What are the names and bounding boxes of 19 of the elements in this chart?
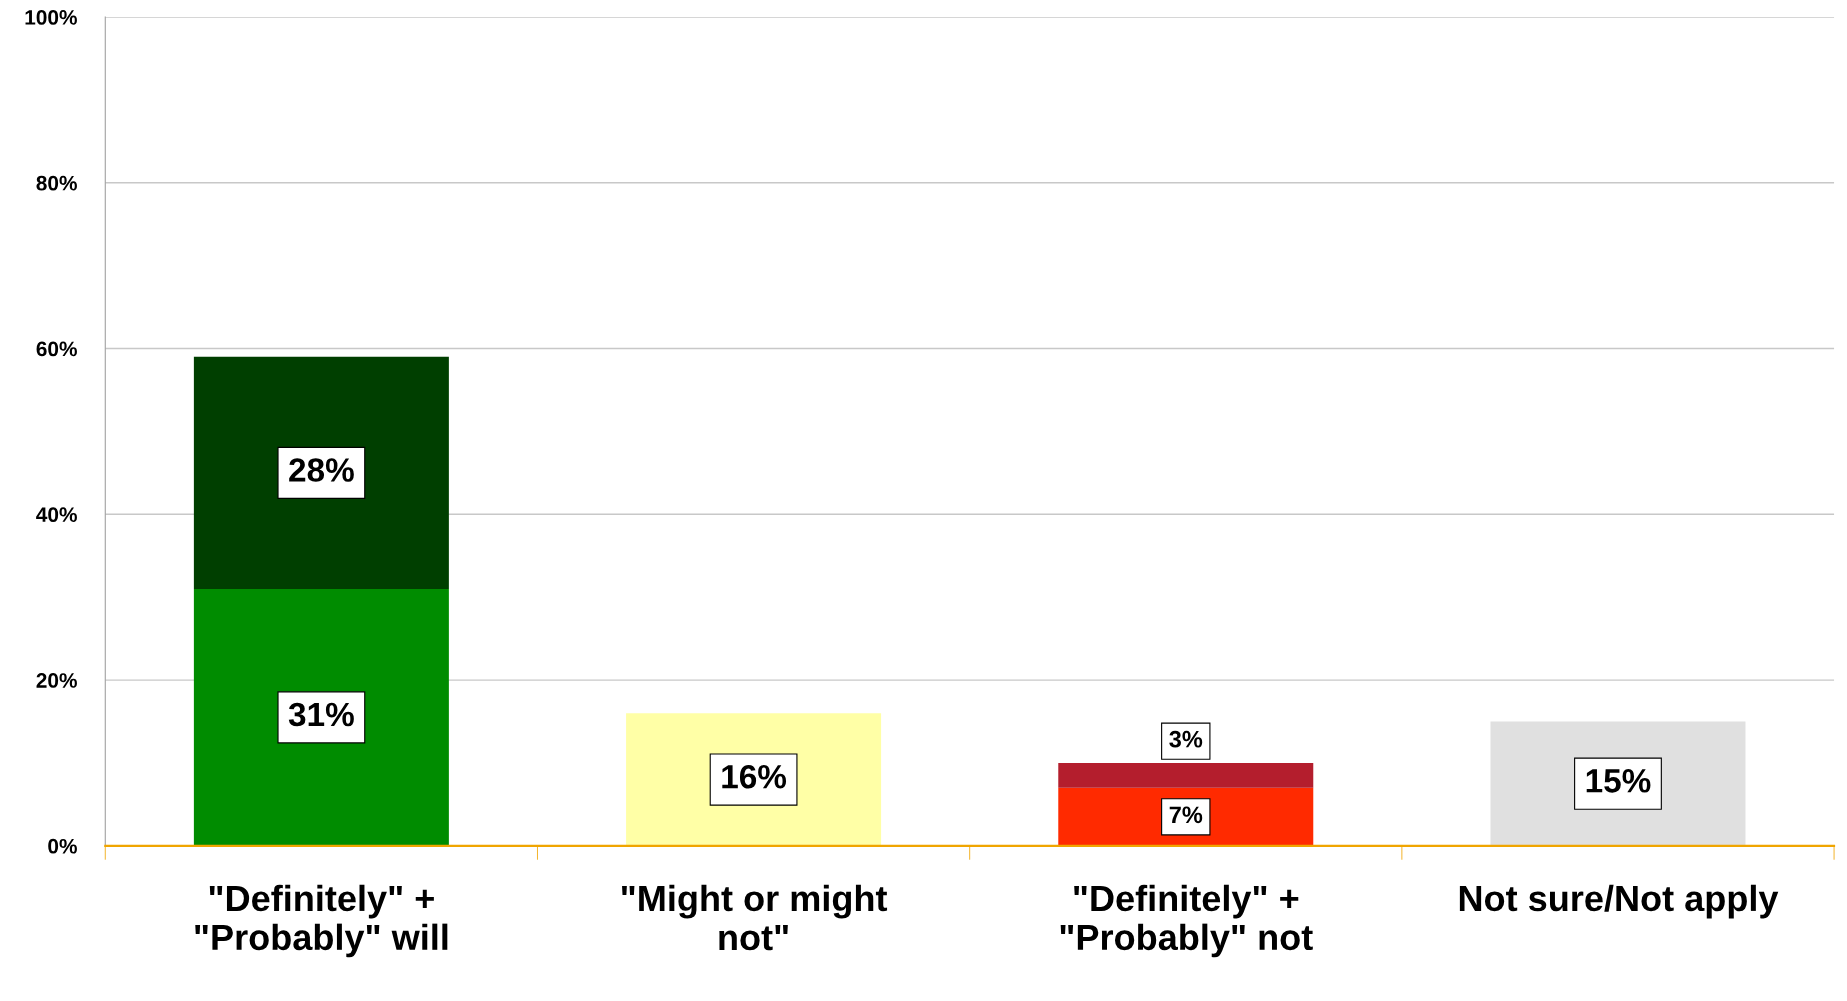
y-tick-label: 20% xyxy=(36,673,77,688)
x-tick-label: "Might or might not" xyxy=(622,884,888,951)
data-label: 15% xyxy=(1586,769,1651,793)
bar xyxy=(193,356,449,589)
data-label: 28% xyxy=(289,458,354,482)
y-tick-label: 0% xyxy=(48,838,77,854)
data-label: 3% xyxy=(1169,730,1203,748)
y-tick-label: 100% xyxy=(25,10,77,25)
bar xyxy=(193,588,449,846)
y-tick-label: 60% xyxy=(36,341,77,357)
x-tick-label: Not sure/Not apply xyxy=(1459,884,1779,919)
data-label: 31% xyxy=(288,702,354,727)
data-label: 7% xyxy=(1169,806,1203,824)
y-tick-label: 40% xyxy=(36,507,77,523)
x-tick-label: "Definitely" + "Probably" not xyxy=(1060,884,1313,958)
y-tick-label: 80% xyxy=(36,175,77,191)
bar xyxy=(1058,762,1314,788)
x-tick-label: "Definitely" + "Probably" will xyxy=(195,884,448,958)
data-label: 16% xyxy=(722,764,787,789)
